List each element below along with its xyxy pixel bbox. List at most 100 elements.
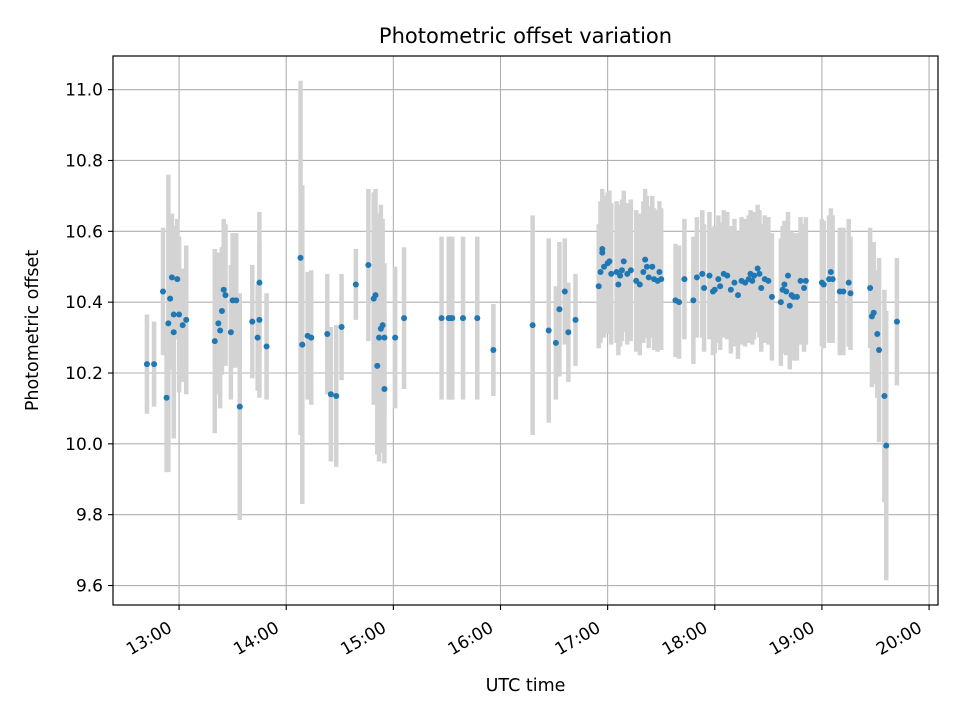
data-point: [211, 338, 218, 345]
y-tick-label: 10.8: [65, 151, 103, 171]
data-point: [827, 269, 834, 276]
data-point: [376, 334, 383, 341]
data-point: [392, 334, 399, 341]
data-point: [840, 288, 847, 295]
data-point: [381, 385, 388, 392]
data-point: [883, 442, 890, 449]
data-point: [227, 329, 234, 336]
y-tick-label: 10.6: [65, 222, 103, 242]
data-point: [847, 290, 854, 297]
data-point: [615, 281, 622, 288]
x-tick-label: 16:00: [445, 618, 497, 660]
data-point: [681, 276, 688, 283]
data-point: [263, 343, 270, 350]
data-point: [749, 277, 756, 284]
y-tick-label: 9.8: [76, 506, 103, 526]
data-point: [333, 393, 340, 400]
data-point: [565, 329, 572, 336]
data-point: [352, 281, 359, 288]
data-point: [597, 269, 604, 276]
data-point: [690, 297, 697, 304]
data-point: [599, 249, 606, 256]
data-point: [401, 315, 408, 322]
data-point: [324, 331, 331, 338]
data-point: [297, 254, 304, 261]
data-point: [374, 362, 381, 369]
data-point: [163, 394, 170, 401]
data-point: [183, 316, 190, 323]
data-point: [256, 279, 263, 286]
data-point: [715, 276, 722, 283]
data-point: [731, 279, 738, 286]
data-point: [845, 279, 852, 286]
data-point: [643, 263, 650, 270]
y-tick-label: 9.6: [76, 577, 103, 597]
data-point: [438, 315, 445, 322]
axis-ticks: 13:00 14:00 15:00 16:00 17:00 18:00 19:00 20:00…: [65, 81, 930, 660]
data-point: [735, 292, 741, 299]
data-point: [529, 322, 536, 329]
data-point: [254, 334, 261, 341]
data-point: [893, 318, 900, 325]
data-point: [777, 299, 784, 306]
data-point: [217, 327, 224, 334]
y-tick-label: 11.0: [65, 81, 103, 101]
data-point: [176, 311, 183, 318]
data-point: [781, 281, 788, 288]
data-point: [649, 263, 656, 270]
y-tick-label: 10.4: [65, 293, 103, 313]
data-point: [160, 288, 166, 295]
data-point: [552, 339, 559, 346]
data-point: [220, 286, 227, 293]
data-point: [783, 288, 790, 295]
data-point: [606, 258, 613, 265]
data-point: [170, 311, 177, 318]
data-point: [365, 261, 372, 268]
data-point: [620, 258, 627, 265]
y-tick-label: 10.0: [65, 435, 103, 455]
data-point: [233, 297, 240, 304]
data-point: [545, 327, 552, 334]
data-point: [215, 320, 222, 327]
data-point: [820, 281, 827, 288]
data-point: [167, 295, 174, 302]
data-point: [618, 267, 625, 274]
data-point: [751, 272, 758, 279]
data-point: [165, 320, 172, 327]
data-point: [627, 267, 634, 274]
data-point: [143, 361, 150, 368]
data-point: [490, 346, 497, 353]
data-point: [765, 277, 772, 284]
data-point: [256, 316, 263, 323]
data-point: [222, 292, 229, 299]
data-point: [299, 341, 306, 348]
data-point: [308, 334, 315, 341]
data-point: [802, 277, 809, 284]
data-point: [874, 331, 881, 338]
data-point: [768, 293, 775, 300]
data-point: [449, 315, 456, 322]
data-point: [876, 346, 883, 353]
data-point: [640, 269, 647, 276]
data-point: [693, 274, 700, 281]
data-point: [801, 284, 808, 291]
x-tick-label: 14:00: [230, 618, 282, 660]
data-point: [756, 270, 763, 277]
x-tick-label: 20:00: [873, 618, 925, 660]
y-tick-label: 10.2: [65, 364, 103, 384]
data-point: [595, 283, 602, 290]
data-point: [636, 281, 643, 288]
data-point: [645, 274, 652, 281]
data-point: [658, 276, 665, 283]
data-point: [381, 334, 388, 341]
data-point: [617, 272, 624, 279]
data-point: [706, 272, 713, 279]
data-point: [867, 284, 874, 291]
data-point: [608, 270, 615, 277]
data-point: [642, 256, 649, 263]
data-point: [474, 315, 481, 322]
x-tick-label: 17:00: [552, 618, 604, 660]
data-point: [785, 272, 791, 279]
data-point: [170, 329, 177, 336]
